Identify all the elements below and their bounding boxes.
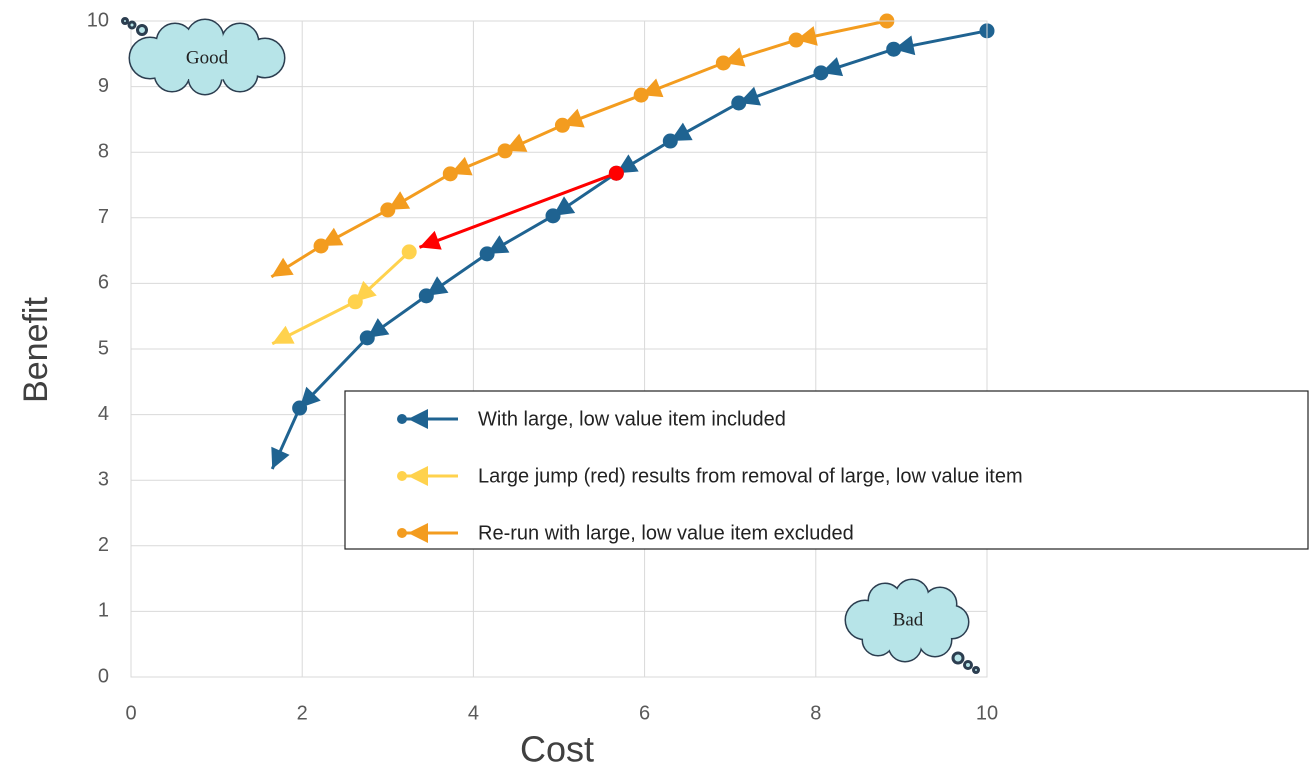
legend-label: With large, low value item included: [478, 408, 786, 430]
series-line: [418, 171, 617, 249]
legend-dot: [397, 528, 407, 538]
y-tick-label: 1: [98, 600, 109, 622]
point: [545, 208, 561, 224]
point: [662, 133, 678, 149]
y-tick-label: 4: [98, 403, 109, 425]
point: [554, 117, 570, 133]
plot-border: [130, 20, 988, 678]
point: [497, 143, 513, 159]
series-line: [270, 19, 888, 279]
legend-dot: [397, 471, 407, 481]
point: [479, 246, 495, 262]
point: [715, 55, 731, 71]
arrowhead: [408, 466, 428, 486]
x-tick-label: 6: [639, 702, 650, 724]
y-tick-label: 0: [98, 665, 109, 687]
y-tick-label: 5: [98, 337, 109, 359]
point: [788, 32, 804, 48]
point: [292, 400, 308, 416]
arrowhead: [408, 409, 428, 429]
point: [418, 288, 434, 304]
legend-dot: [397, 414, 407, 424]
y-tick-label: 8: [98, 140, 109, 162]
x-tick-label: 10: [976, 702, 998, 724]
arrowhead: [408, 523, 428, 543]
bad-cloud: Bad: [844, 578, 980, 674]
y-tick-label: 7: [98, 206, 109, 228]
y-axis-title: Benefit: [17, 297, 55, 403]
arrowhead: [272, 325, 295, 344]
y-tick-label: 10: [87, 9, 109, 31]
y-tick-label: 2: [98, 534, 109, 556]
good-cloud: Good: [121, 17, 286, 96]
point: [313, 238, 329, 254]
point: [608, 165, 624, 181]
legend-label: Re-run with large, low value item exclud…: [478, 522, 854, 544]
point: [401, 244, 417, 260]
point: [442, 166, 458, 182]
point: [813, 65, 829, 81]
x-tick-label: 2: [297, 702, 308, 724]
y-tick-label: 9: [98, 75, 109, 97]
point: [347, 294, 363, 310]
arrowhead: [271, 446, 290, 470]
point: [633, 87, 649, 103]
x-tick-label: 4: [468, 702, 479, 724]
y-tick-label: 6: [98, 272, 109, 294]
point: [886, 41, 902, 57]
series-line: [271, 250, 411, 346]
point: [380, 202, 396, 218]
legend-label: Large jump (red) results from removal of…: [478, 465, 1023, 487]
arrowhead: [419, 230, 442, 250]
x-tick-label: 8: [810, 702, 821, 724]
plot-area: 0 1 2 3 4 5 6 7 8 9 10 0 2 4 6 8 10: [87, 9, 998, 724]
annotation: Bad: [893, 609, 924, 630]
point: [731, 95, 747, 111]
y-tick-label: 3: [98, 468, 109, 490]
point: [359, 330, 375, 346]
x-tick-label: 0: [125, 702, 136, 724]
arrowhead: [271, 257, 294, 277]
annotation: Good: [186, 47, 229, 68]
x-axis-title: Cost: [520, 729, 594, 770]
legend-box: [344, 390, 1309, 550]
legend: With large, low value item included Large…: [344, 390, 1309, 550]
